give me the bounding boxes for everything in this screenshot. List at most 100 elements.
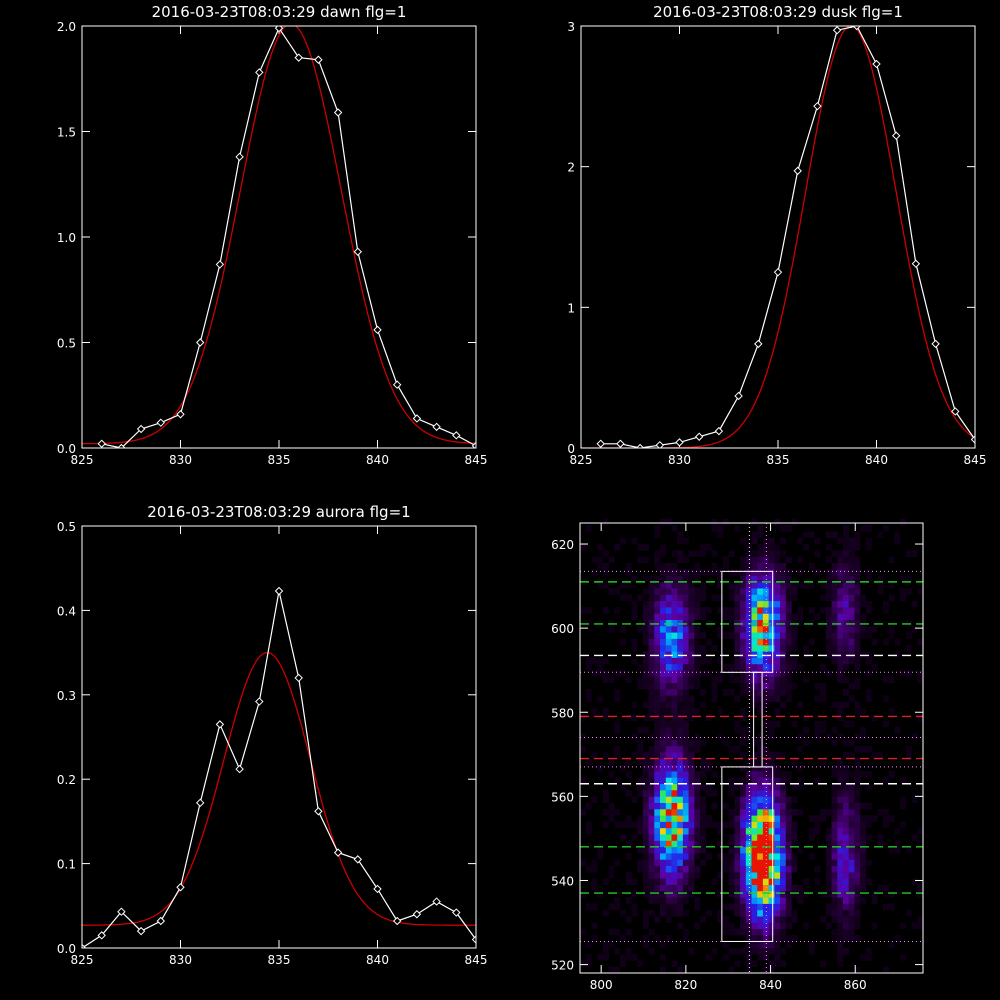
image-pixel [843,783,849,791]
image-pixel [654,884,661,892]
image-pixel [614,903,621,911]
image-pixel [608,928,615,936]
image-pixel [768,891,775,898]
image-pixel [677,569,684,576]
image-pixel [597,563,604,570]
image-pixel [694,846,701,854]
image-pixel [831,613,838,620]
image-pixel [757,645,764,652]
image-pixel [671,663,678,671]
image-pixel [677,764,684,772]
image-pixel [843,663,849,671]
image-pixel [837,594,844,602]
image-pixel [762,594,769,602]
image-pixel [682,891,689,898]
image-pixel [677,607,684,614]
image-pixel [825,626,832,633]
image-pixel [825,903,832,911]
image-pixel [762,928,769,936]
aurora-data-line [82,590,476,948]
image-pixel [625,758,632,766]
aurora-ytick-label: 0.1 [57,858,76,872]
image-pixel [751,689,758,696]
image-pixel [597,846,604,854]
image-xtick-label: 800 [590,978,613,992]
image-pixel [614,588,621,595]
image-pixel [883,720,889,728]
image-pixel [757,815,764,822]
image-pixel [745,663,752,671]
image-pixel [848,682,855,690]
image-pixel [620,638,626,646]
image-pixel [751,916,758,923]
image-pixel [688,714,695,721]
image-pixel [665,764,672,772]
image-pixel [671,846,678,854]
image-pixel [820,695,827,702]
image-pixel [843,550,849,557]
image-pixel [682,796,689,803]
image-pixel [734,695,741,702]
image-pixel [848,537,855,545]
image-pixel [831,727,838,734]
image-pixel [917,891,924,898]
image-pixel [660,563,666,570]
image-pixel [883,525,889,532]
image-pixel [860,954,867,961]
image-pixel [602,670,609,677]
image-pixel [751,575,758,583]
image-pixel [888,594,895,602]
image-pixel [642,935,649,942]
image-pixel [791,916,798,923]
image-pixel [694,840,701,848]
image-pixel [854,758,861,766]
image-pixel [745,935,752,942]
image-pixel [860,632,867,639]
image-pixel [642,827,649,835]
image-pixel [671,714,678,721]
image-pixel [751,865,758,873]
image-pixel [860,815,867,822]
image-pixel [688,891,695,898]
image-pixel [780,682,787,690]
image-pixel [642,796,649,803]
image-pixel [740,796,747,803]
aurora-data-point [294,673,303,683]
image-pixel [694,739,701,747]
image-pixel [780,619,787,627]
image-pixel [757,663,764,671]
image-pixel [688,821,695,829]
image-pixel [637,544,644,551]
image-pixel [762,537,769,545]
image-pixel [831,790,838,797]
image-pixel [734,581,741,589]
image-pixel [642,632,649,639]
image-pixel [774,809,781,816]
image-pixel [614,752,621,759]
image-pixel [774,550,781,557]
image-pixel [780,752,787,759]
image-pixel [682,733,689,740]
image-pixel [751,764,758,772]
image-pixel [740,947,747,955]
image-pixel [785,626,792,633]
image-pixel [791,909,798,917]
image-pixel [642,758,649,766]
image-pixel [694,708,701,715]
dusk-data-point [852,26,862,31]
image-pixel [665,935,672,942]
image-pixel [688,840,695,848]
image-pixel [774,588,781,595]
image-pixel [654,550,661,557]
image-pixel [682,834,689,841]
image-pixel [774,613,781,620]
image-pixel [745,600,752,608]
image-pixel [671,581,678,589]
image-pixel [905,550,912,557]
image-pixel [728,777,735,784]
image-pixel [768,783,775,791]
image-pixel [642,884,649,892]
image-pixel [745,581,752,589]
image-pixel [665,802,672,810]
image-pixel [694,790,701,797]
